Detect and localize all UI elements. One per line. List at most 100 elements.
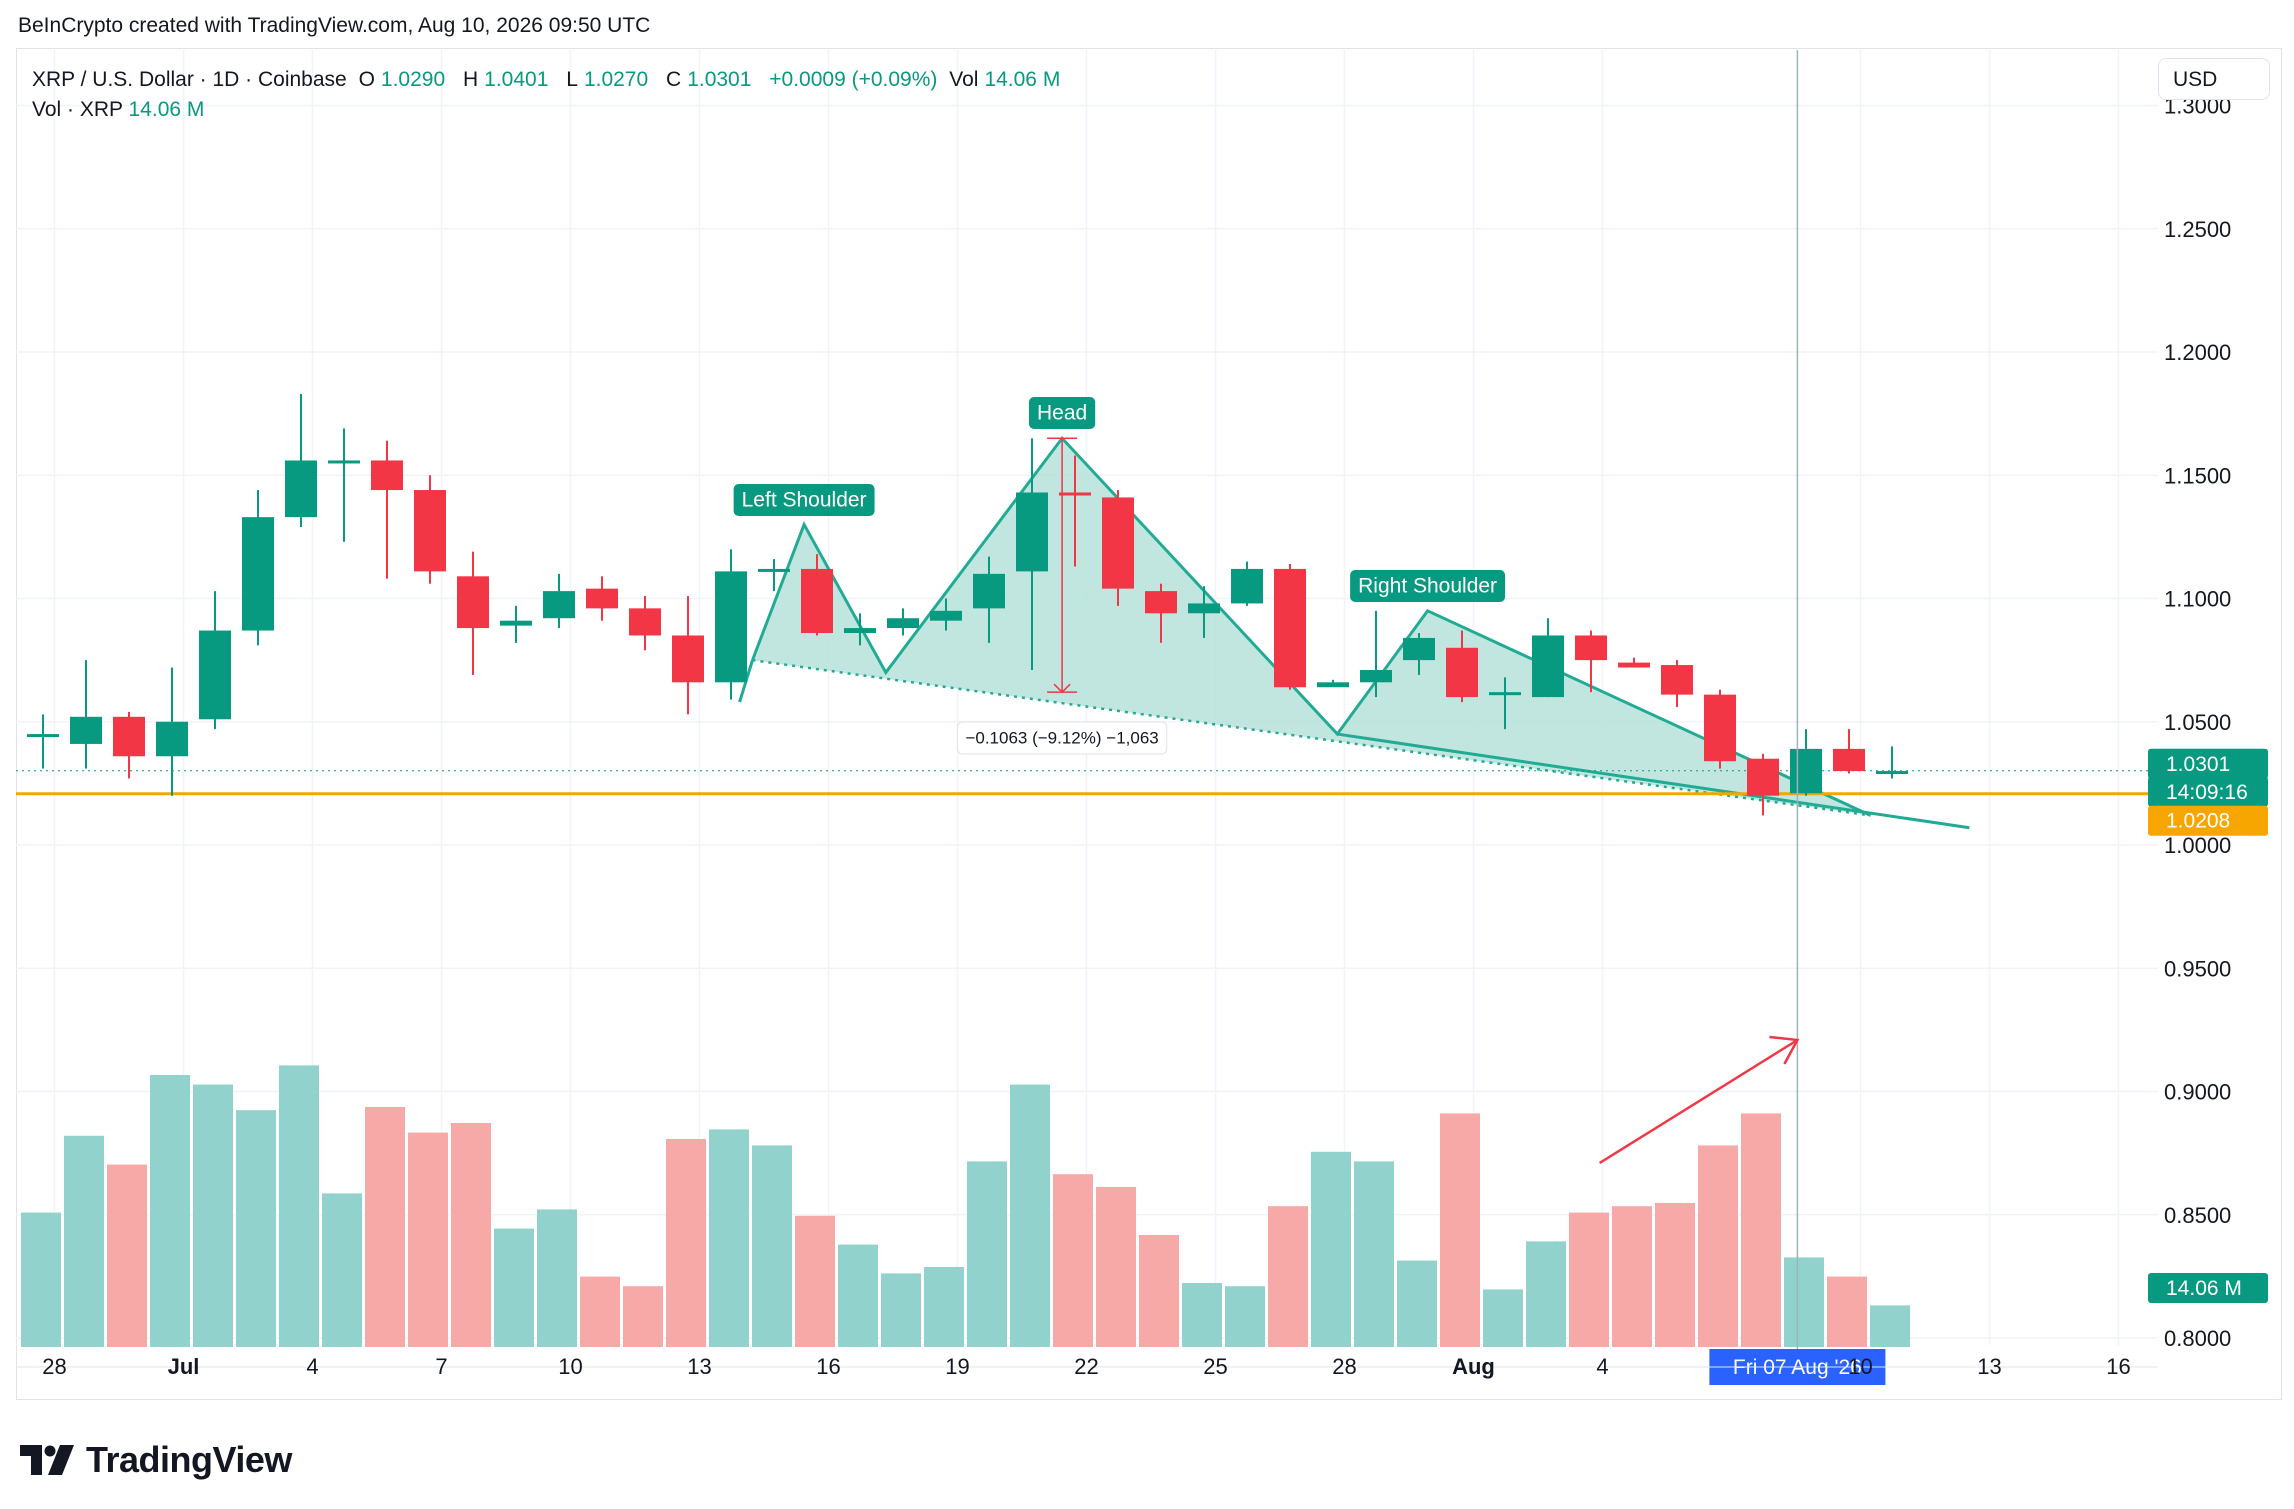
volume-bar [1526, 1241, 1566, 1347]
volume-bar [795, 1215, 835, 1347]
measure-label-bg [956, 721, 1168, 755]
price-axis: 1.30001.25001.20001.15001.10001.05001.00… [2164, 94, 2231, 1352]
symbol-title[interactable]: XRP / U.S. Dollar · 1D · Coinbase [32, 68, 347, 91]
high-label: H [463, 68, 479, 91]
volume-bar [150, 1075, 190, 1347]
volume-bar [752, 1145, 792, 1347]
candle-body [1876, 771, 1908, 775]
volume-bar [408, 1132, 448, 1347]
volume-row-label[interactable]: Vol · XRP [32, 98, 123, 121]
y-tick-label: 1.0500 [2164, 710, 2231, 735]
x-tick-label: 25 [1203, 1354, 1227, 1379]
volume-arrow-head [1769, 1035, 1800, 1065]
candle-body [27, 734, 59, 738]
vol-value: 14.06 M [984, 68, 1061, 91]
candle-body [285, 460, 317, 518]
candle-body [887, 618, 919, 629]
volume-bar [1354, 1161, 1394, 1347]
candle-body [457, 576, 489, 629]
volume-bar [1827, 1276, 1867, 1347]
candle-body [70, 716, 102, 744]
countdown-label: 14:09:16 [2166, 781, 2248, 804]
x-tick-label: 4 [306, 1354, 318, 1379]
candle-body [844, 628, 876, 634]
last-price-label: 1.0301 [2166, 753, 2230, 776]
open-value: 1.0290 [380, 68, 446, 91]
candle-body [1661, 665, 1693, 695]
x-tick-label: 16 [816, 1354, 840, 1379]
tradingview-logo[interactable]: TradingView [20, 1438, 292, 1482]
candle-body [586, 588, 618, 609]
time-axis: 28 Jul 4 7 10 13 16 19 22 25 28 Aug 4 10 13 16 [16, 1354, 2158, 1379]
volume-bar [494, 1228, 534, 1347]
volume-bar [1096, 1187, 1136, 1347]
close-label: C [666, 68, 682, 91]
low-label: L [566, 68, 578, 91]
pattern-breakdown-line [1337, 732, 1970, 830]
volume-bar [967, 1161, 1007, 1347]
currency-button[interactable]: USD [2158, 58, 2270, 100]
volume-bar [322, 1193, 362, 1347]
candle-body [1618, 662, 1650, 668]
left-shoulder-label: Left Shoulder [742, 489, 867, 512]
candle-body [1790, 748, 1822, 794]
x-tick-label: Aug [1452, 1354, 1495, 1379]
symbol-legend: XRP / U.S. Dollar · 1D · Coinbase O 1.029… [32, 64, 1072, 96]
candle-body [1360, 669, 1392, 683]
candle-body [1102, 497, 1134, 589]
volume-bar [666, 1139, 706, 1347]
volume-bar [279, 1065, 319, 1347]
x-tick-label: 16 [2106, 1354, 2130, 1379]
y-tick-label: 0.9500 [2164, 956, 2231, 981]
y-tick-label: 0.8500 [2164, 1203, 2231, 1228]
candle-body [371, 460, 403, 491]
volume-legend: Vol · XRP 14.06 M [32, 94, 204, 126]
candle-body [1532, 635, 1564, 698]
y-tick-label: 0.8000 [2164, 1326, 2231, 1351]
candle-body [1833, 748, 1865, 772]
candle-body [328, 460, 360, 464]
volume-bar [193, 1084, 233, 1347]
vol-label: Vol [949, 68, 979, 91]
volume-row-value: 14.06 M [128, 98, 205, 121]
volume-bar [537, 1209, 577, 1347]
candle-body [1016, 492, 1048, 572]
volume-bar [1612, 1206, 1652, 1347]
chart-frame [16, 48, 2282, 1400]
head-label-bg [1028, 397, 1096, 429]
candle-body [715, 571, 747, 683]
y-tick-label: 1.2500 [2164, 217, 2231, 242]
candle-body [543, 591, 575, 619]
y-tick-label: 1.2000 [2164, 340, 2231, 365]
high-value: 1.0401 [484, 68, 549, 91]
measure-arrowhead [1053, 683, 1071, 694]
support-price-label: 1.0208 [2166, 810, 2230, 833]
volume-bar [236, 1110, 276, 1347]
volume-annotation-arrow [1598, 1038, 1799, 1165]
volume-bar [1311, 1151, 1351, 1347]
volume-bar [1741, 1113, 1781, 1347]
tradingview-logo-text: TradingView [86, 1439, 292, 1480]
volume-bar [1397, 1260, 1437, 1347]
volume-price-label: 14.06 M [2166, 1277, 2242, 1300]
measure-label: −0.1063 (−9.12%) −1,063 [965, 729, 1158, 748]
volume-bar [107, 1164, 147, 1347]
volume-bar [1182, 1283, 1222, 1347]
volume-bar [365, 1107, 405, 1347]
last-price-label-bg [2148, 748, 2268, 779]
x-tick-label: 4 [1596, 1354, 1608, 1379]
candle-body [1704, 694, 1736, 762]
tradingview-logo-icon [20, 1445, 74, 1475]
volume-bar [1053, 1174, 1093, 1347]
candle-body [1403, 637, 1435, 661]
candle-body [199, 630, 231, 720]
y-tick-label: 1.0000 [2164, 833, 2231, 858]
candle-body [1059, 492, 1091, 496]
open-label: O [358, 68, 375, 91]
x-tick-label: 10 [558, 1354, 582, 1379]
change-value: +0.0009 (+0.09%) [769, 68, 938, 91]
right-shoulder-label-bg [1350, 570, 1506, 602]
x-tick-label: 10 [1848, 1354, 1872, 1379]
volume-bar [881, 1273, 921, 1347]
